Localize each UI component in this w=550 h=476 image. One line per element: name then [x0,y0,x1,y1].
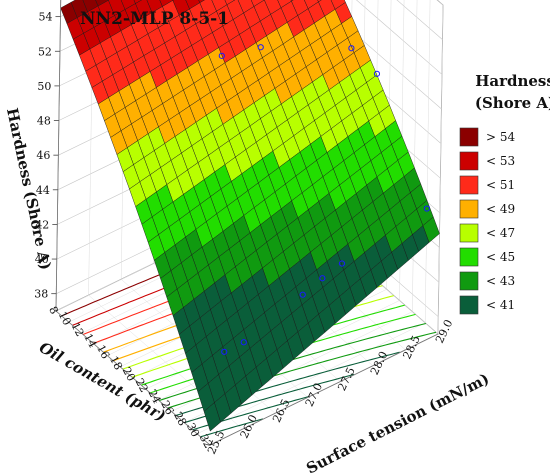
data-point [348,45,355,52]
data-point [221,348,228,355]
front-edges [55,0,439,446]
legend-swatch [459,175,479,195]
front-edge-y [209,333,439,446]
x-wall-gridline [437,4,444,335]
x-tick-label: 26 [158,398,176,416]
legend-label: < 41 [486,298,515,312]
legend-label: < 45 [486,250,515,264]
x-tick-label: 32 [197,432,215,450]
response-surface [60,0,440,432]
legend-label: < 43 [486,274,515,288]
z-tick-label: 38 [34,288,48,301]
x-wall-gridline [424,0,431,323]
legend-title-line2: (Shore A) [475,94,550,112]
floor-gridline [197,322,426,435]
legend-swatch [459,199,479,219]
legend-title-line1: Hardness [475,72,550,90]
data-point [373,70,381,77]
x-wall-gridline [412,0,418,312]
z-tick-label: 48 [37,115,51,128]
x-tick-label: 16 [94,343,112,361]
z-tick-label: 54 [38,11,52,24]
surface-cell [203,402,221,432]
legend-label: < 51 [486,178,515,192]
contour-line [200,418,264,438]
data-point [338,260,346,267]
x-tick-label: 20 [120,365,138,383]
legend-swatch [459,295,479,315]
left-edge-z [55,0,62,312]
legend-label: < 53 [486,154,515,168]
data-points [218,44,431,355]
data-point [299,291,306,298]
legend-label: < 47 [486,226,515,240]
chart-title: NN2-MLP 8-5-1 [80,9,229,29]
x-tick-label: 22 [133,376,151,394]
surface-cell [224,0,236,6]
x-tick-label: 14 [81,331,99,349]
x-tick-label: 10 [56,309,74,327]
legend-label: > 54 [486,130,516,144]
legend-swatch [459,247,479,267]
x-tick-label: 28 [171,410,189,428]
z-tick-label: 44 [36,184,50,197]
z-tick-label: 40 [35,253,49,266]
x-tick-label: 18 [107,354,125,372]
data-point [240,339,247,346]
legend-swatch [459,223,479,243]
data-point [423,205,431,212]
z-tick-label: 50 [37,80,51,93]
legend-swatch [459,271,479,291]
z-tick-label: 52 [38,45,52,58]
x-tick-label: 30 [184,421,202,439]
data-point [218,52,225,59]
front-edge-x [55,310,211,446]
data-point [319,275,326,282]
x-tick-label: 12 [68,320,86,338]
z-tick-label: 46 [36,149,50,162]
legend-swatch [459,127,479,147]
z-tick-label: 42 [35,218,49,231]
legend: Hardness (Shore A) > 54 < 53 < 51 < 49 < 47 <… [459,72,550,315]
data-point [257,44,264,51]
legend-swatch [459,151,479,171]
x-tick-label: 24 [145,387,163,405]
legend-label: < 49 [486,202,515,216]
